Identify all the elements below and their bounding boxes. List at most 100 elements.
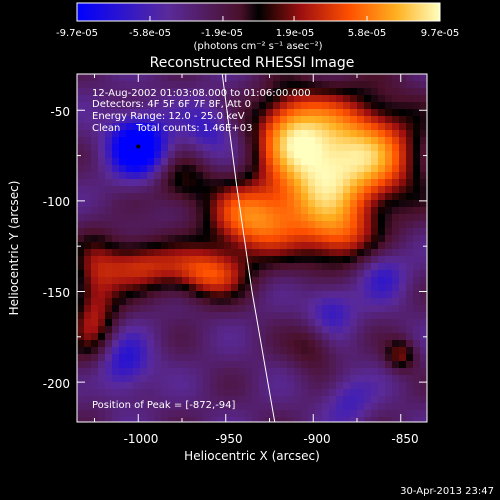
heatmap-cell bbox=[280, 193, 288, 201]
heatmap-cell bbox=[308, 221, 316, 229]
heatmap-cell bbox=[126, 242, 134, 250]
heatmap-cell bbox=[259, 186, 267, 194]
heatmap-cell bbox=[378, 291, 386, 299]
heatmap-cell bbox=[301, 256, 309, 264]
heatmap-cell bbox=[420, 88, 427, 96]
heatmap-cell bbox=[126, 116, 134, 124]
heatmap-cell bbox=[126, 200, 134, 208]
heatmap-cell bbox=[77, 214, 85, 222]
heatmap-cell bbox=[126, 368, 134, 376]
heatmap-cell bbox=[280, 256, 288, 264]
heatmap-cell bbox=[406, 172, 414, 180]
heatmap-cell bbox=[364, 312, 372, 320]
heatmap-cell bbox=[140, 284, 148, 292]
heatmap-cell bbox=[252, 116, 260, 124]
heatmap-cell bbox=[252, 403, 260, 411]
heatmap-cell bbox=[112, 347, 120, 355]
heatmap-cell bbox=[203, 333, 211, 341]
heatmap-cell bbox=[112, 172, 120, 180]
heatmap-cell bbox=[371, 214, 379, 222]
heatmap-cell bbox=[203, 354, 211, 362]
heatmap-cell bbox=[350, 410, 358, 418]
heatmap-cell bbox=[301, 193, 309, 201]
heatmap-cell bbox=[385, 186, 393, 194]
heatmap-cell bbox=[238, 403, 246, 411]
heatmap-cell bbox=[91, 319, 99, 327]
heatmap-cell bbox=[154, 326, 162, 334]
heatmap-cell bbox=[350, 396, 358, 404]
heatmap-cell bbox=[161, 207, 169, 215]
heatmap-cell bbox=[147, 361, 155, 369]
heatmap-cell bbox=[252, 326, 260, 334]
heatmap-cell bbox=[77, 347, 85, 355]
heatmap-cell bbox=[308, 88, 316, 96]
heatmap-cell bbox=[224, 165, 232, 173]
heatmap-cell bbox=[420, 95, 427, 103]
heatmap-cell bbox=[140, 382, 148, 390]
heatmap-cell bbox=[420, 298, 427, 306]
heatmap-cell bbox=[259, 291, 267, 299]
heatmap-cell bbox=[392, 200, 400, 208]
heatmap-cell bbox=[322, 298, 330, 306]
heatmap-cell bbox=[161, 410, 169, 418]
heatmap-cell bbox=[210, 235, 218, 243]
heatmap-cell bbox=[308, 375, 316, 383]
heatmap-cell bbox=[322, 242, 330, 250]
heatmap-cell bbox=[343, 81, 351, 89]
heatmap-cell bbox=[420, 361, 427, 369]
heatmap-cell bbox=[266, 116, 274, 124]
heatmap-cell bbox=[175, 410, 183, 418]
heatmap-cell bbox=[350, 375, 358, 383]
heatmap-cell bbox=[378, 144, 386, 152]
heatmap-cell bbox=[112, 396, 120, 404]
heatmap-cell bbox=[147, 249, 155, 257]
heatmap-cell bbox=[364, 200, 372, 208]
heatmap-cell bbox=[252, 249, 260, 257]
heatmap-cell bbox=[420, 200, 427, 208]
heatmap-cell bbox=[385, 137, 393, 145]
heatmap-cell bbox=[112, 410, 120, 418]
heatmap-cell bbox=[322, 368, 330, 376]
heatmap-cell bbox=[210, 74, 218, 82]
heatmap-cell bbox=[406, 347, 414, 355]
heatmap-cell bbox=[413, 263, 421, 271]
heatmap-cell bbox=[119, 228, 127, 236]
heatmap-cell bbox=[140, 214, 148, 222]
heatmap-cell bbox=[315, 361, 323, 369]
heatmap-cell bbox=[280, 158, 288, 166]
heatmap-cell bbox=[91, 158, 99, 166]
heatmap-cell bbox=[280, 88, 288, 96]
heatmap-cell bbox=[259, 403, 267, 411]
heatmap-cell bbox=[315, 375, 323, 383]
heatmap-cell bbox=[112, 81, 120, 89]
heatmap-cell bbox=[245, 123, 253, 131]
heatmap-cell bbox=[343, 249, 351, 257]
heatmap-cell bbox=[238, 396, 246, 404]
heatmap-cell bbox=[273, 158, 281, 166]
heatmap-cell bbox=[203, 137, 211, 145]
heatmap-cell bbox=[294, 291, 302, 299]
colorbar bbox=[76, 2, 441, 22]
heatmap-cell bbox=[203, 312, 211, 320]
heatmap-cell bbox=[273, 137, 281, 145]
heatmap-cell bbox=[238, 74, 246, 82]
heatmap-cell bbox=[413, 368, 421, 376]
heatmap-cell bbox=[217, 277, 225, 285]
heatmap-cell bbox=[112, 417, 120, 422]
heatmap-cell bbox=[413, 277, 421, 285]
heatmap-cell bbox=[182, 74, 190, 82]
heatmap-cell bbox=[252, 214, 260, 222]
heatmap-cell bbox=[112, 340, 120, 348]
heatmap-cell bbox=[259, 312, 267, 320]
heatmap-cell bbox=[133, 403, 141, 411]
heatmap-cell bbox=[406, 375, 414, 383]
heatmap-cell bbox=[140, 165, 148, 173]
heatmap-cell bbox=[329, 326, 337, 334]
heatmap-cell bbox=[140, 410, 148, 418]
heatmap-cell bbox=[231, 249, 239, 257]
heatmap-cell bbox=[245, 417, 253, 422]
heatmap-cell bbox=[322, 319, 330, 327]
heatmap-cell bbox=[301, 172, 309, 180]
heatmap-cell bbox=[336, 361, 344, 369]
heatmap-cell bbox=[266, 368, 274, 376]
